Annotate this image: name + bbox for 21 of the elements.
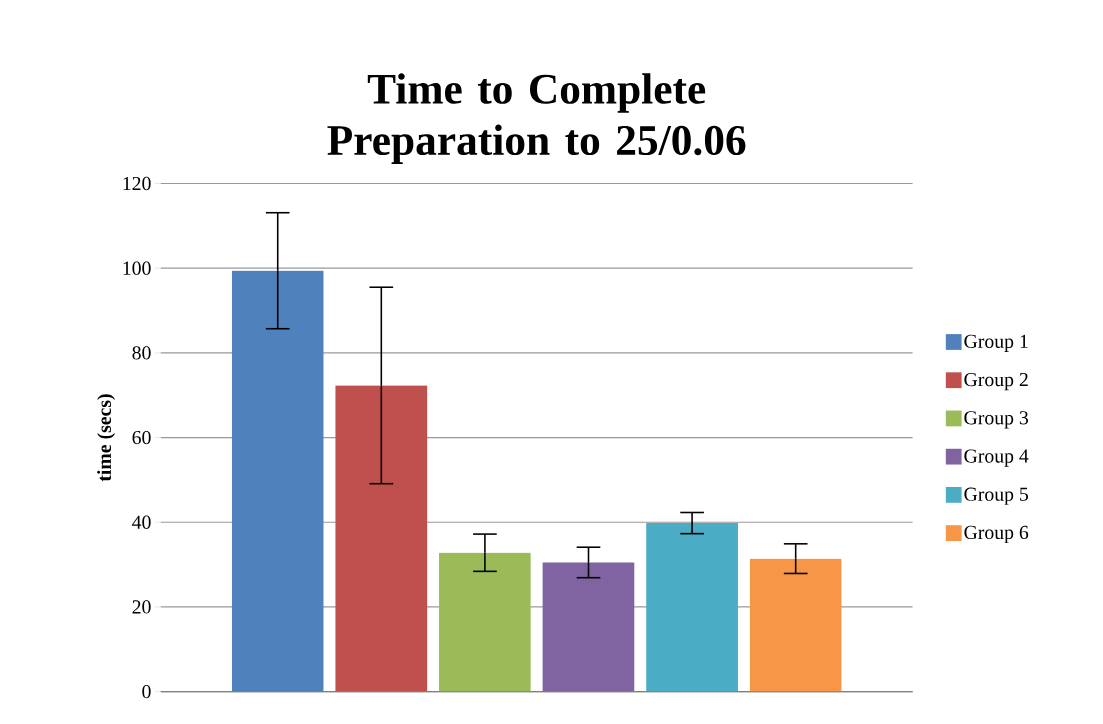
bar xyxy=(231,270,324,692)
y-tick-label: 0 xyxy=(142,684,151,699)
y-tick-label: 120 xyxy=(123,176,151,191)
y-tick-label: 100 xyxy=(123,261,151,275)
bar xyxy=(335,385,428,692)
chart-title: Time to Complete Preparation to 25/0.06 xyxy=(327,73,746,164)
legend-label: Group 2 xyxy=(964,372,1028,391)
legend-label: Group 1 xyxy=(964,334,1028,352)
legend-label: Group 5 xyxy=(964,487,1029,505)
bar xyxy=(646,523,738,692)
bar xyxy=(749,558,842,692)
y-tick-label: 40 xyxy=(132,515,151,529)
y-tick-label: 60 xyxy=(132,430,151,445)
y-axis-title: time (secs) xyxy=(97,394,116,482)
legend-label: Group 4 xyxy=(964,449,1029,467)
legend-label: Group 6 xyxy=(964,525,1029,544)
bar xyxy=(542,562,635,692)
y-tick-label: 80 xyxy=(132,346,151,360)
legend-label: Group 3 xyxy=(964,411,1029,429)
y-tick-label: 20 xyxy=(132,600,151,614)
bar xyxy=(439,552,531,692)
